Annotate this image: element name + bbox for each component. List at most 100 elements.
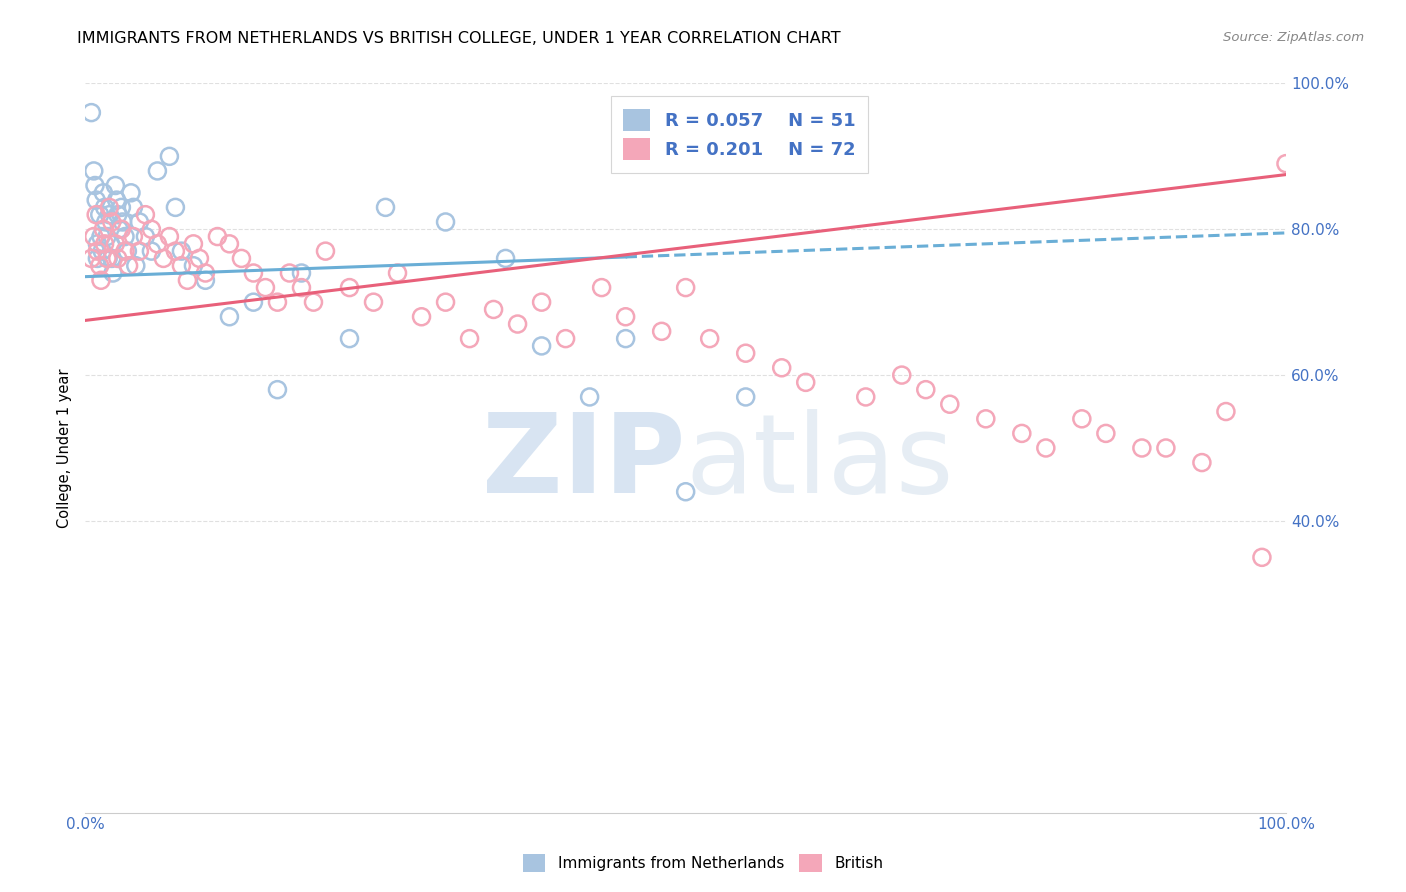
Point — [96, 229, 118, 244]
Point — [734, 390, 756, 404]
Point — [176, 273, 198, 287]
Point — [86, 252, 108, 266]
Point — [98, 200, 121, 214]
Point — [114, 229, 136, 244]
Point — [914, 383, 936, 397]
Point — [339, 280, 361, 294]
Point — [80, 105, 103, 120]
Point — [157, 149, 180, 163]
Point — [506, 317, 529, 331]
Point — [939, 397, 962, 411]
Y-axis label: College, Under 1 year: College, Under 1 year — [58, 368, 72, 528]
Point — [146, 236, 169, 251]
Point — [104, 178, 127, 193]
Point — [1130, 441, 1153, 455]
Point — [101, 215, 124, 229]
Point — [1070, 412, 1092, 426]
Point — [84, 178, 107, 193]
Point — [266, 383, 288, 397]
Point — [104, 236, 127, 251]
Point — [1215, 404, 1237, 418]
Point — [84, 193, 107, 207]
Point — [183, 259, 205, 273]
Point — [105, 193, 128, 207]
Point — [614, 310, 637, 324]
Point — [111, 215, 134, 229]
Point — [100, 236, 122, 251]
Text: ZIP: ZIP — [482, 409, 686, 516]
Point — [157, 229, 180, 244]
Point — [770, 360, 793, 375]
Point — [114, 244, 136, 259]
Point — [141, 244, 163, 259]
Point — [855, 390, 877, 404]
Point — [1011, 426, 1033, 441]
Point — [194, 266, 217, 280]
Point — [117, 259, 139, 273]
Point — [83, 229, 105, 244]
Point — [1095, 426, 1118, 441]
Point — [254, 280, 277, 294]
Point — [110, 222, 132, 236]
Point — [80, 252, 103, 266]
Text: IMMIGRANTS FROM NETHERLANDS VS BRITISH COLLEGE, UNDER 1 YEAR CORRELATION CHART: IMMIGRANTS FROM NETHERLANDS VS BRITISH C… — [77, 31, 841, 46]
Point — [290, 280, 312, 294]
Point — [278, 266, 301, 280]
Point — [315, 244, 337, 259]
Point — [242, 266, 264, 280]
Point — [1154, 441, 1177, 455]
Point — [83, 164, 105, 178]
Point — [120, 186, 142, 200]
Point — [165, 244, 187, 259]
Point — [578, 390, 600, 404]
Point — [84, 208, 107, 222]
Point — [218, 310, 240, 324]
Point — [86, 244, 108, 259]
Point — [93, 222, 115, 236]
Point — [699, 332, 721, 346]
Point — [128, 215, 150, 229]
Point — [117, 244, 139, 259]
Point — [675, 484, 697, 499]
Point — [188, 252, 211, 266]
Text: Source: ZipAtlas.com: Source: ZipAtlas.com — [1223, 31, 1364, 45]
Point — [675, 280, 697, 294]
Point — [242, 295, 264, 310]
Point — [554, 332, 576, 346]
Point — [614, 332, 637, 346]
Point — [125, 259, 148, 273]
Point — [363, 295, 385, 310]
Point — [1251, 550, 1274, 565]
Point — [122, 200, 145, 214]
Point — [89, 208, 111, 222]
Point — [530, 295, 553, 310]
Point — [96, 252, 118, 266]
Point — [141, 222, 163, 236]
Point — [94, 215, 117, 229]
Point — [974, 412, 997, 426]
Point — [93, 186, 115, 200]
Point — [194, 273, 217, 287]
Point — [530, 339, 553, 353]
Point — [93, 200, 115, 214]
Point — [411, 310, 433, 324]
Point — [101, 266, 124, 280]
Point — [152, 252, 174, 266]
Point — [1275, 156, 1298, 170]
Point — [1191, 456, 1213, 470]
Point — [339, 332, 361, 346]
Point — [1035, 441, 1057, 455]
Point — [134, 208, 156, 222]
Point — [170, 244, 193, 259]
Text: atlas: atlas — [686, 409, 955, 516]
Point — [218, 236, 240, 251]
Point — [387, 266, 409, 280]
Point — [97, 252, 120, 266]
Point — [170, 259, 193, 273]
Point — [107, 252, 129, 266]
Point — [374, 200, 396, 214]
Point — [107, 208, 129, 222]
Legend: Immigrants from Netherlands, British: Immigrants from Netherlands, British — [515, 846, 891, 880]
Point — [90, 273, 112, 287]
Legend: R = 0.057    N = 51, R = 0.201    N = 72: R = 0.057 N = 51, R = 0.201 N = 72 — [610, 96, 868, 173]
